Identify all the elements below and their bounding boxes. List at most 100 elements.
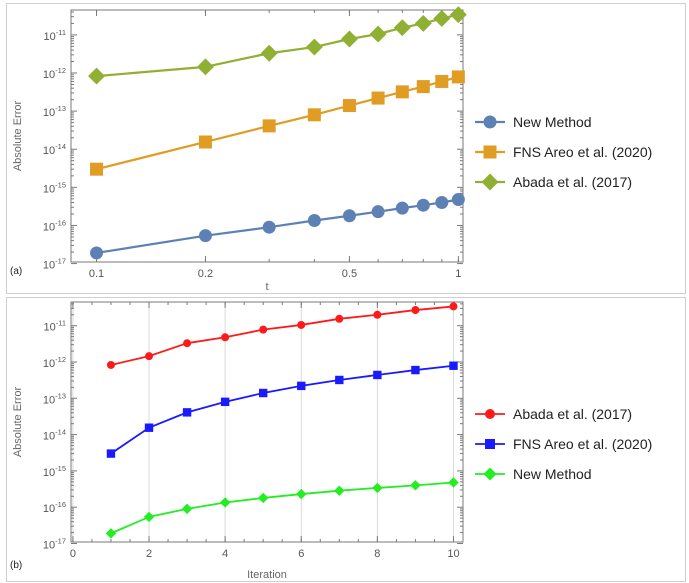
data-point: [371, 205, 385, 219]
data-point: [435, 74, 449, 88]
data-point: [183, 339, 192, 348]
y-tick-label: 10-14: [43, 142, 66, 157]
data-point: [335, 314, 344, 323]
legend-marker: [485, 439, 495, 449]
data-point: [411, 365, 420, 375]
data-point: [414, 14, 432, 32]
series-a-2: [88, 6, 467, 85]
data-point: [449, 6, 467, 24]
data-point: [416, 198, 430, 212]
y-tick-label: 10-17: [43, 537, 66, 552]
chart-panel-b: (b) 10-17 10-16 10-15 10-14 10-13 10-12 10-11 0…: [6, 297, 686, 582]
legend-a: New Method FNS Areo et al. (2020) Abada et…: [475, 114, 652, 191]
data-point: [296, 488, 307, 500]
data-point: [145, 352, 154, 361]
data-point: [449, 302, 458, 311]
y-tick-label: 10-11: [43, 28, 66, 43]
y-tick-label: 10-14: [43, 428, 66, 443]
data-point: [297, 320, 306, 329]
y-tick-label: 10-15: [43, 464, 66, 479]
series-b-1: [106, 361, 458, 458]
data-point: [259, 325, 268, 334]
data-point: [373, 310, 382, 319]
data-point: [90, 162, 104, 176]
legend-label: New Method: [513, 114, 592, 130]
y-tick-label: 10-11: [43, 319, 66, 334]
legend-label: Abada et al. (2017): [513, 406, 632, 422]
data-point: [106, 449, 116, 458]
x-axis-label-a: t: [265, 281, 268, 293]
data-point: [257, 492, 269, 504]
legend-label: FNS Areo et al. (2020): [513, 144, 652, 160]
data-point: [410, 480, 421, 491]
legend-label: New Method: [513, 466, 592, 482]
data-point: [143, 511, 155, 523]
data-point: [260, 44, 278, 62]
series-line: [96, 198, 459, 255]
data-point: [451, 192, 465, 206]
x-tick-label: 0: [70, 548, 76, 560]
axes-b: 10-17 10-16 10-15 10-14 10-13 10-12 10-11 0 2 4 6 8…: [12, 301, 464, 581]
data-point: [411, 306, 420, 315]
panel-tag-b: (b): [10, 560, 22, 571]
data-point: [451, 70, 465, 84]
data-point: [297, 381, 306, 391]
data-point: [433, 10, 451, 27]
series-b-2: [105, 477, 459, 539]
data-point: [219, 497, 231, 508]
data-point: [197, 58, 214, 76]
legend-label: FNS Areo et al. (2020): [513, 436, 652, 452]
chart-panel-a: (a) 10-17 10-16 10-15 10-14 10-13 10-12 10-11 0…: [6, 3, 686, 294]
y-tick-label: 10-13: [43, 391, 66, 406]
x-tick-label: 6: [298, 548, 304, 560]
x-tick-label: 0.5: [342, 268, 357, 280]
data-point: [106, 360, 115, 369]
data-point: [220, 397, 230, 407]
y-axis-label-b: Absolute Error: [12, 387, 24, 458]
series-a-1: [90, 70, 465, 176]
legend-b: Abada et al. (2017) FNS Areo et al. (2020…: [475, 406, 652, 482]
legend-marker: [483, 115, 497, 129]
series-line: [96, 75, 459, 171]
y-tick-label: 10-12: [43, 355, 66, 370]
data-point: [198, 135, 212, 149]
y-tick-label: 10-16: [43, 218, 66, 233]
chart-b-svg: (b) 10-17 10-16 10-15 10-14 10-13 10-12 10-11 0…: [10, 301, 652, 581]
x-tick-label: 0.2: [198, 268, 213, 280]
legend-marker: [483, 467, 497, 481]
legend-marker: [483, 145, 497, 159]
data-point: [448, 477, 459, 488]
series-b-0: [106, 302, 458, 369]
data-point: [307, 108, 321, 122]
legend-label: Abada et al. (2017): [513, 174, 632, 190]
data-point: [372, 482, 383, 494]
data-point: [305, 38, 323, 56]
data-point: [395, 201, 409, 215]
series-line: [110, 481, 454, 535]
data-point: [395, 85, 409, 99]
data-point: [262, 220, 276, 234]
data-point: [416, 80, 430, 94]
y-tick-label: 10-13: [43, 104, 66, 119]
data-point: [449, 361, 458, 370]
data-point: [371, 91, 385, 105]
y-tick-label: 10-15: [43, 180, 66, 195]
plot-frame-a: [70, 9, 464, 263]
axes-a: 10-17 10-16 10-15 10-14 10-13 10-12 10-11 0.1 0.…: [12, 9, 464, 293]
data-point: [373, 370, 382, 380]
y-tick-label: 10-16: [43, 500, 66, 515]
series-line: [96, 13, 459, 78]
data-point: [393, 19, 411, 37]
series-a-0: [90, 192, 465, 260]
data-point: [181, 503, 193, 515]
data-point: [198, 229, 212, 243]
data-point: [105, 528, 117, 539]
plot-frame-b: [70, 301, 464, 543]
data-point: [369, 25, 387, 43]
chart-a-svg: (a) 10-17 10-16 10-15 10-14 10-13 10-12 10-11 0…: [10, 6, 652, 293]
data-point: [262, 119, 276, 133]
x-tick-label: 10: [447, 548, 459, 560]
data-point: [182, 408, 192, 417]
y-tick-label: 10-17: [43, 257, 66, 272]
x-tick-label: 8: [374, 548, 380, 560]
